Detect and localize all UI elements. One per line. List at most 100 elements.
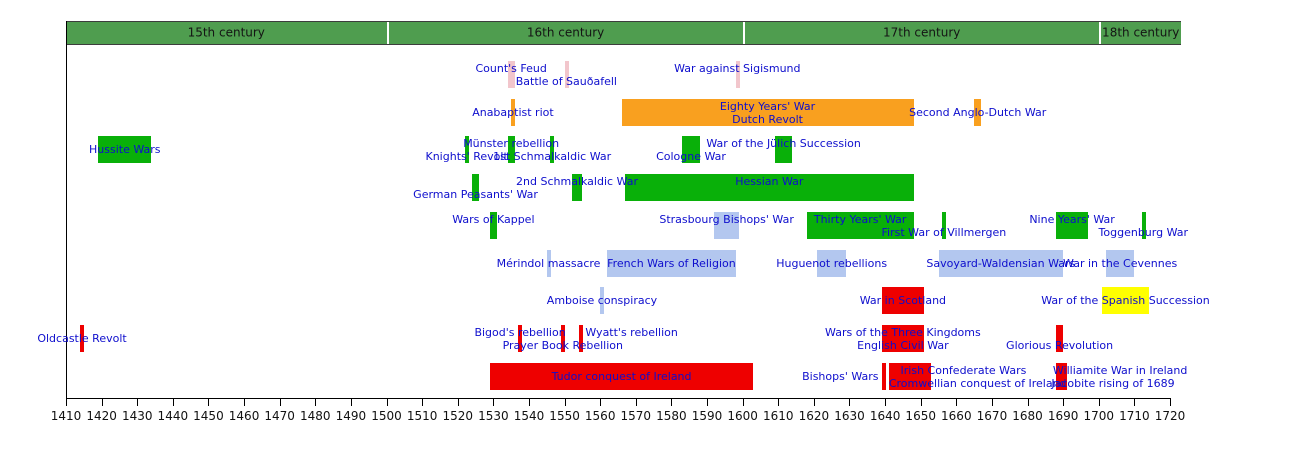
event-label[interactable]: Irish Confederate Wars xyxy=(900,363,1027,377)
event-label[interactable]: War of the Spanish Succession xyxy=(1041,294,1210,308)
axis-tick-label: 1560 xyxy=(584,409,616,423)
axis-tick xyxy=(244,398,246,406)
timeline-bar xyxy=(489,211,497,239)
event-label[interactable]: Bishops' Wars xyxy=(802,369,879,383)
axis-tick xyxy=(1063,398,1065,406)
timeline-bar xyxy=(1102,287,1149,315)
event-label[interactable]: Cologne War xyxy=(656,150,726,164)
timeline-bar xyxy=(1056,324,1064,352)
timeline-bar xyxy=(1056,211,1089,239)
event-label[interactable]: War in Scotland xyxy=(859,294,947,308)
event-label[interactable]: French Wars of Religion xyxy=(607,256,736,270)
event-label[interactable]: Tudor conquest of Ireland xyxy=(551,369,692,383)
timeline-bar xyxy=(621,98,914,126)
event-label[interactable]: Savoyard-Waldensian Wars xyxy=(926,256,1076,270)
event-label[interactable]: German Peasants' War xyxy=(413,188,538,202)
timeline-bar xyxy=(735,61,740,88)
timeline-bar xyxy=(464,136,469,164)
axis-tick xyxy=(1098,398,1100,406)
timeline-bar xyxy=(507,61,515,88)
axis-tick-label: 1610 xyxy=(762,409,794,423)
event-label[interactable]: Glorious Revolution xyxy=(1006,338,1114,352)
event-label[interactable]: War of the Jülich Succession xyxy=(706,137,861,151)
axis-tick-label: 1480 xyxy=(300,409,331,423)
axis-tick xyxy=(422,398,424,406)
event-label[interactable]: Wyatt's rebellion xyxy=(585,325,678,339)
axis-tick-label: 1620 xyxy=(798,409,830,423)
event-label[interactable]: 2nd Schmalkaldic War xyxy=(516,175,639,189)
axis-tick-label: 1650 xyxy=(905,409,936,423)
timeline-bar xyxy=(881,362,886,390)
event-label[interactable]: Wars of Kappel xyxy=(452,212,535,226)
axis-tick xyxy=(742,398,744,406)
event-label[interactable]: Bigod's rebellion xyxy=(474,325,566,339)
timeline-bar xyxy=(564,61,569,88)
axis-tick-label: 1420 xyxy=(86,409,117,423)
event-label[interactable]: Anabaptist riot xyxy=(472,105,554,119)
event-label[interactable]: Eighty Years' War xyxy=(719,99,816,113)
axis-tick xyxy=(920,398,922,406)
axis-tick xyxy=(1027,398,1029,406)
timeline-bar xyxy=(1056,362,1067,390)
timeline-bar xyxy=(511,98,516,126)
event-label[interactable]: Prayer Book Rebellion xyxy=(502,338,624,352)
event-label[interactable]: Thirty Years' War xyxy=(813,212,907,226)
timeline-bar xyxy=(80,324,85,352)
event-label[interactable]: Battle of Sauðafell xyxy=(515,75,617,88)
timeline-bar xyxy=(571,174,583,202)
event-label[interactable]: Wars of the Three Kingdoms xyxy=(825,325,981,339)
axis-tick-label: 1660 xyxy=(941,409,972,423)
event-label[interactable]: First War of Villmergen xyxy=(881,225,1007,239)
axis-tick xyxy=(778,398,780,406)
century-label: 16th century xyxy=(526,25,605,40)
axis-tick-label: 1430 xyxy=(121,409,153,423)
event-label[interactable]: Huguenot rebellions xyxy=(776,256,888,270)
event-label[interactable]: Nine Years' War xyxy=(1029,212,1115,226)
event-label[interactable]: 1st Schmalkaldic War xyxy=(493,150,612,164)
timeline-bar xyxy=(1105,249,1135,277)
axis-tick xyxy=(172,398,174,406)
event-label[interactable]: Knights' Revolt xyxy=(425,150,508,164)
axis-tick-label: 1550 xyxy=(549,409,580,423)
axis-tick xyxy=(528,398,530,406)
event-label[interactable]: Amboise conspiracy xyxy=(546,294,658,308)
century-section: 16th century xyxy=(386,22,743,44)
event-label[interactable]: Oldcastle Revolt xyxy=(37,331,127,345)
event-label[interactable]: Toggenburg War xyxy=(1098,225,1189,239)
axis-tick-label: 1680 xyxy=(1012,409,1043,423)
event-label[interactable]: Mérindol massacre xyxy=(496,256,601,270)
timeline-bar xyxy=(625,174,914,202)
event-label[interactable]: Second Anglo-Dutch War xyxy=(909,105,1047,119)
timeline-bar xyxy=(489,362,754,390)
axis-tick-label: 1520 xyxy=(442,409,474,423)
event-label[interactable]: War against Sigismund xyxy=(674,62,801,75)
timeline-bar xyxy=(550,136,555,164)
axis-tick xyxy=(635,398,637,406)
event-label[interactable]: English Civil War xyxy=(857,338,949,352)
timeline-bar xyxy=(714,211,740,239)
event-label[interactable]: Jacobite rising of 1689 xyxy=(1051,376,1175,390)
plot-left-border xyxy=(66,21,67,398)
axis-tick-label: 1530 xyxy=(478,409,509,423)
event-label[interactable]: Dutch Revolt xyxy=(732,112,803,126)
axis-tick-label: 1460 xyxy=(228,409,260,423)
event-label[interactable]: Hussite Wars xyxy=(88,143,161,157)
event-label[interactable]: Cromwellian conquest of Ireland xyxy=(888,376,1067,390)
timeline-bar xyxy=(98,136,152,164)
event-label[interactable]: War in the Cevennes xyxy=(1063,256,1178,270)
event-label[interactable]: Count's Feud xyxy=(475,62,547,75)
axis-tick-label: 1470 xyxy=(264,409,295,423)
axis-tick-label: 1670 xyxy=(976,409,1008,423)
event-label[interactable]: Münster rebellion xyxy=(463,137,560,151)
century-label: 17th century xyxy=(883,25,961,40)
axis-tick-label: 1450 xyxy=(193,409,224,423)
century-label: 15th century xyxy=(187,25,265,40)
century-section: 15th century xyxy=(66,22,387,44)
event-label[interactable]: Hessian War xyxy=(735,175,804,189)
event-label[interactable]: Williamite War in Ireland xyxy=(1052,363,1188,377)
timeline-bar xyxy=(1141,211,1146,239)
event-label[interactable]: Strasbourg Bishops' War xyxy=(659,212,794,226)
axis-tick xyxy=(493,398,495,406)
century-label: 18th century xyxy=(1102,25,1180,40)
axis-tick xyxy=(457,398,459,406)
